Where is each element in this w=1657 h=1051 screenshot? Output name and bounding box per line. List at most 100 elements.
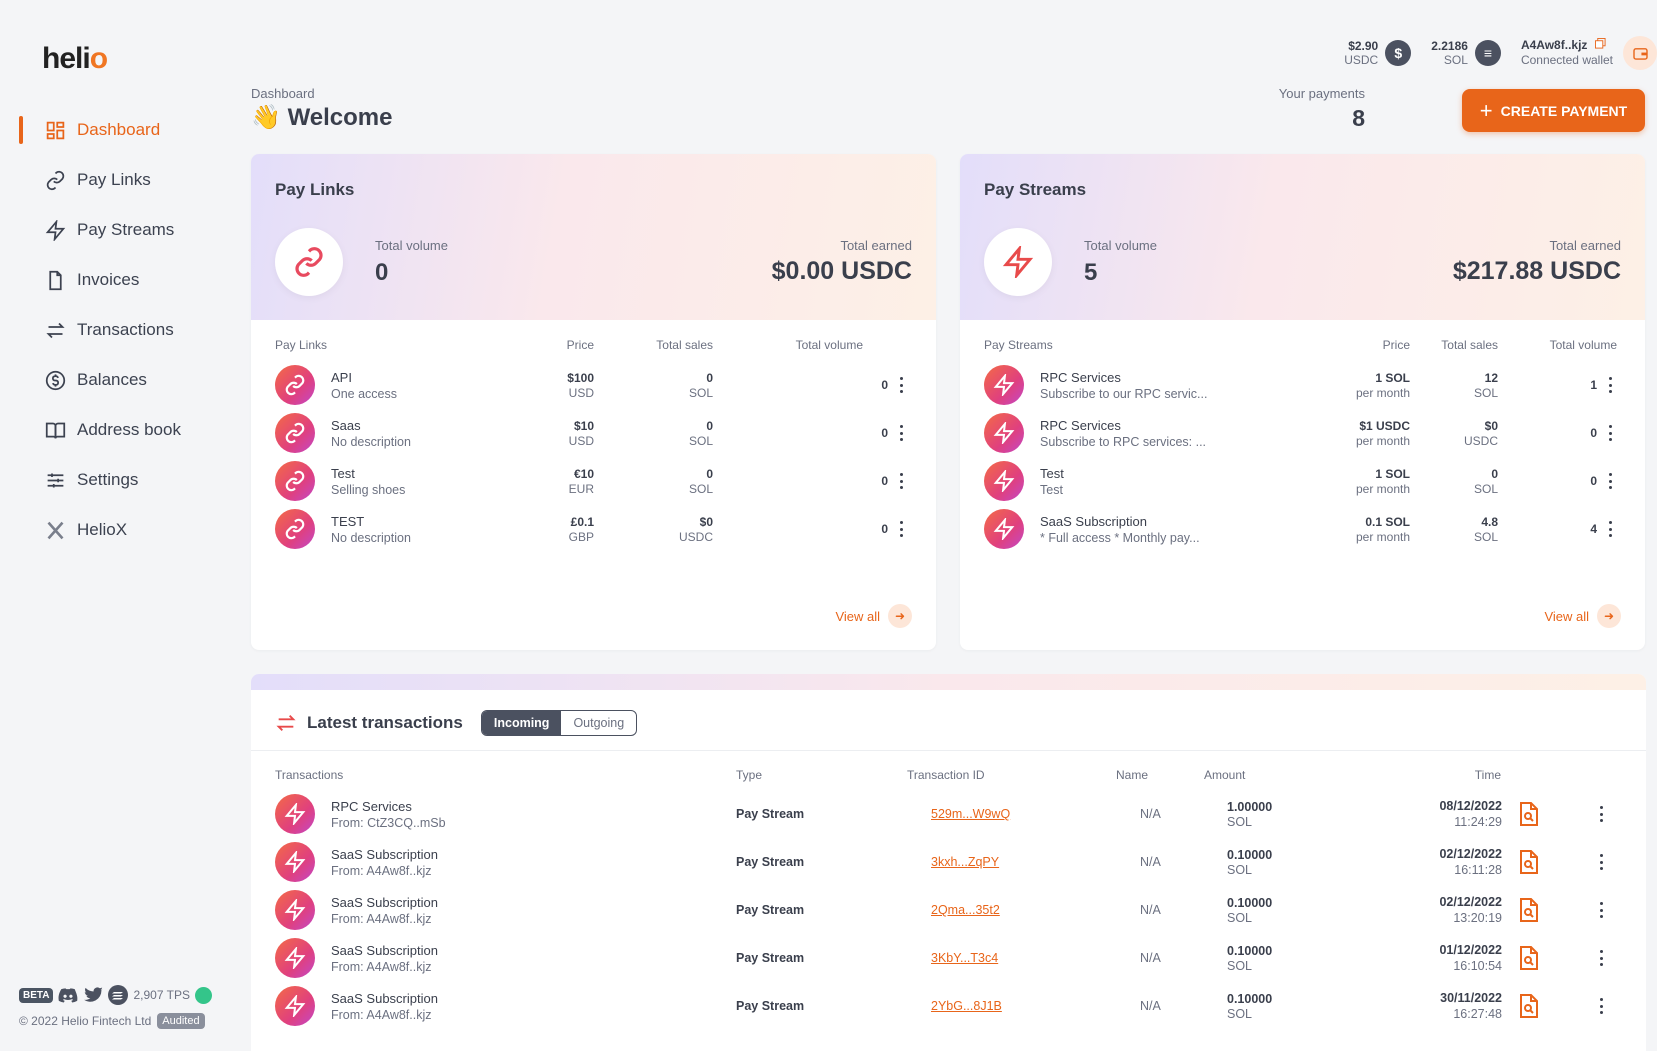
table-row[interactable]: SaaS Subscription * Full access * Monthly…	[984, 509, 1621, 549]
item-description: Test	[1040, 483, 1063, 497]
wallet-button[interactable]	[1623, 36, 1657, 70]
payments-count: 8	[1352, 105, 1365, 131]
sidebar-item-dashboard[interactable]: Dashboard	[0, 105, 230, 155]
transaction-id-link[interactable]: 2YbG...8J1B	[931, 999, 1002, 1013]
sidebar-item-pay-links[interactable]: Pay Links	[0, 155, 230, 205]
total-earned-label: Total earned	[1549, 238, 1621, 253]
create-payment-button[interactable]: + CREATE PAYMENT	[1462, 89, 1645, 132]
amount-value: 0.10000	[1227, 944, 1273, 958]
lightning-icon	[984, 413, 1024, 453]
table-row[interactable]: SaaS Subscription From: A4Aw8f..kjz Pay St…	[275, 938, 1622, 978]
sol-unit: SOL	[1443, 53, 1468, 67]
more-options-icon[interactable]	[896, 521, 906, 537]
tx-type: Pay Stream	[736, 807, 805, 821]
amount-value: 0.10000	[1227, 992, 1273, 1006]
tab-incoming[interactable]: Incoming	[481, 711, 562, 735]
create-payment-label: CREATE PAYMENT	[1500, 102, 1628, 119]
more-options-icon[interactable]	[1596, 998, 1606, 1014]
price-cell: 0.1 SOL per month	[1356, 515, 1410, 545]
more-options-icon[interactable]	[896, 425, 906, 441]
more-options-icon[interactable]	[896, 473, 906, 489]
more-options-icon[interactable]	[1605, 473, 1615, 489]
table-row[interactable]: RPC Services Subscribe to our RPC servic.…	[984, 365, 1621, 405]
sol-coin-icon: ≡	[1474, 40, 1501, 66]
wallet-icon	[1632, 47, 1648, 60]
table-row[interactable]: RPC Services Subscribe to RPC services: .…	[984, 413, 1621, 453]
table-row[interactable]: Saas No description $10 USD 0 SOL 0	[275, 413, 912, 453]
sidebar-item-pay-streams[interactable]: Pay Streams	[0, 205, 230, 255]
tx-recipient-name: N/A	[1140, 903, 1161, 917]
volume-cell: 0	[881, 426, 888, 441]
tx-from: From: A4Aw8f..kjz	[331, 960, 432, 974]
amount-unit: SOL	[1227, 1007, 1253, 1021]
more-options-icon[interactable]	[1596, 950, 1606, 966]
copyright-text: © 2022 Helio Fintech Ltd	[19, 1014, 152, 1028]
table-row[interactable]: RPC Services From: CtZ3CQ..mSb Pay Stream 5…	[275, 794, 1622, 834]
price-value: 1 SOL	[1375, 371, 1410, 385]
receipt-search-icon[interactable]	[1518, 994, 1540, 1018]
helio-logo[interactable]: helio	[42, 42, 108, 76]
audited-badge[interactable]: Audited	[157, 1013, 205, 1029]
copy-icon[interactable]	[1594, 38, 1606, 49]
sales-unit: USDC	[678, 530, 713, 544]
more-options-icon[interactable]	[1605, 377, 1615, 393]
usdc-unit: USDC	[1344, 53, 1379, 67]
col-header: Price	[1382, 338, 1410, 352]
amount-unit: SOL	[1227, 863, 1253, 877]
sidebar-item-transactions[interactable]: Transactions	[0, 305, 230, 355]
more-options-icon[interactable]	[1596, 854, 1606, 870]
more-options-icon[interactable]	[1596, 806, 1606, 822]
pay-streams-card: Pay Streams Total volume 5 Total earned $2…	[960, 154, 1645, 650]
receipt-search-icon[interactable]	[1518, 850, 1540, 874]
transaction-id-link[interactable]: 3kxh...ZqPY	[931, 855, 1000, 869]
price-cell: €10 EUR	[569, 467, 594, 497]
discord-icon[interactable]	[58, 985, 78, 1005]
table-row[interactable]: SaaS Subscription From: A4Aw8f..kjz Pay St…	[275, 986, 1622, 1026]
table-row[interactable]: API One access $100 USD 0 SOL 0	[275, 365, 912, 405]
table-row[interactable]: Test Selling shoes €10 EUR 0 SOL 0	[275, 461, 912, 501]
sidebar: helio Dashboard Pay Links Pay Streams In…	[0, 0, 230, 1051]
usdc-amount: $2.90	[1348, 39, 1379, 53]
table-row[interactable]: SaaS Subscription From: A4Aw8f..kjz Pay St…	[275, 890, 1622, 930]
tx-date: 02/12/2022	[1439, 847, 1502, 861]
sidebar-item-label: Address book	[77, 420, 181, 439]
view-all-link[interactable]: View all ➜	[1544, 604, 1621, 628]
twitter-icon[interactable]	[83, 985, 103, 1005]
sidebar-item-address-book[interactable]: Address book	[0, 405, 230, 455]
table-row[interactable]: TEST No description £0.1 GBP $0 USDC 0	[275, 509, 912, 549]
sidebar-item-balances[interactable]: Balances	[0, 355, 230, 405]
volume-cell: 0	[881, 378, 888, 393]
link-icon	[275, 413, 315, 453]
table-row[interactable]: Test Test 1 SOL per month 0 SOL 0	[984, 461, 1621, 501]
lightning-icon	[984, 228, 1052, 296]
sidebar-item-settings[interactable]: Settings	[0, 455, 230, 505]
price-cell: $100 USD	[567, 371, 594, 401]
more-options-icon[interactable]	[1596, 902, 1606, 918]
amount-cell: 1.00000 SOL	[1227, 800, 1272, 830]
more-options-icon[interactable]	[896, 377, 906, 393]
solana-icon[interactable]	[108, 985, 129, 1005]
transaction-id-link[interactable]: 3KbY...T3c4	[931, 951, 999, 965]
tx-type: Pay Stream	[736, 855, 805, 869]
col-header: Total volume	[1549, 338, 1617, 352]
sidebar-item-invoices[interactable]: Invoices	[0, 255, 230, 305]
receipt-search-icon[interactable]	[1518, 946, 1540, 970]
tab-outgoing[interactable]: Outgoing	[573, 716, 625, 730]
more-options-icon[interactable]	[1605, 425, 1615, 441]
price-unit: USD	[568, 386, 594, 400]
price-unit: USD	[568, 434, 594, 448]
volume-value: 1	[1590, 378, 1597, 392]
transaction-id-link[interactable]: 529m...W9wQ	[931, 807, 1011, 821]
more-options-icon[interactable]	[1605, 521, 1615, 537]
sidebar-item-heliox[interactable]: HelioX	[0, 505, 230, 555]
link-icon	[275, 509, 315, 549]
tx-from: From: A4Aw8f..kjz	[331, 1008, 432, 1022]
amount-value: 1.00000	[1227, 800, 1273, 814]
receipt-search-icon[interactable]	[1518, 898, 1540, 922]
receipt-search-icon[interactable]	[1518, 802, 1540, 826]
view-all-link[interactable]: View all ➜	[835, 604, 912, 628]
table-row[interactable]: SaaS Subscription From: A4Aw8f..kjz Pay St…	[275, 842, 1622, 882]
total-volume-value: 0	[375, 259, 389, 286]
lightning-icon	[275, 794, 315, 834]
transaction-id-link[interactable]: 2Qma...35t2	[931, 903, 1000, 917]
